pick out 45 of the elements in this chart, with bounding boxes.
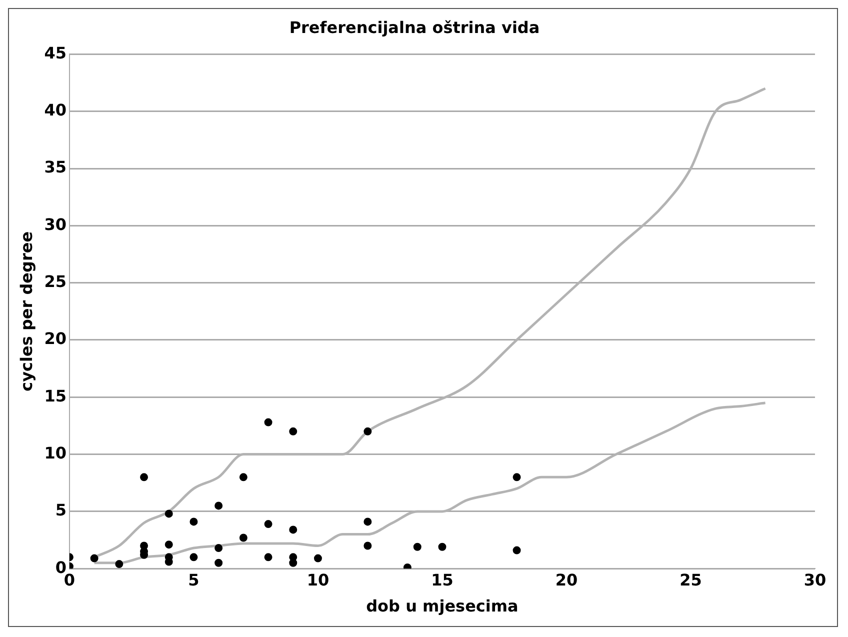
point xyxy=(314,554,322,562)
point xyxy=(512,473,521,482)
x-tick-label: 5 xyxy=(188,570,200,590)
point xyxy=(289,427,298,436)
y-tick-label: 15 xyxy=(44,386,66,406)
y-axis-title: cycles per degree xyxy=(16,231,36,392)
y-tick-label: 0 xyxy=(55,558,66,577)
y-tick-label: 25 xyxy=(44,272,66,291)
point xyxy=(214,544,223,552)
chart-title: Preferencijalna oštrina vida xyxy=(289,18,540,37)
x-tick-label: 10 xyxy=(306,570,330,590)
point xyxy=(115,560,124,568)
point xyxy=(164,540,173,549)
point xyxy=(214,502,223,510)
x-tick-label: 30 xyxy=(804,570,826,590)
point xyxy=(364,542,372,550)
y-tick-label: 45 xyxy=(44,43,66,62)
point xyxy=(438,542,446,551)
point xyxy=(413,542,422,551)
point xyxy=(214,558,223,567)
point xyxy=(190,518,198,526)
point xyxy=(364,518,372,526)
y-tick-label: 40 xyxy=(44,100,66,120)
y-tick-label: 20 xyxy=(44,329,66,348)
y-tick-label: 10 xyxy=(44,443,66,462)
y-tick-label: 5 xyxy=(55,500,66,520)
point xyxy=(190,553,198,562)
point xyxy=(512,546,521,554)
point xyxy=(364,427,372,436)
point xyxy=(164,510,173,518)
x-tick-label: 25 xyxy=(680,570,702,590)
point xyxy=(239,473,248,482)
y-tick-label: 35 xyxy=(44,158,66,177)
point xyxy=(289,526,298,534)
x-axis-title: dob u mjesecima xyxy=(366,596,518,616)
point xyxy=(403,563,412,569)
point xyxy=(264,553,272,562)
point xyxy=(264,520,272,528)
point xyxy=(140,473,148,482)
point xyxy=(90,554,98,562)
y-tick-label: 30 xyxy=(44,214,66,234)
point xyxy=(239,534,248,542)
x-tick-label: 15 xyxy=(431,570,454,590)
x-tick-label: 20 xyxy=(555,570,578,590)
point xyxy=(264,418,272,426)
